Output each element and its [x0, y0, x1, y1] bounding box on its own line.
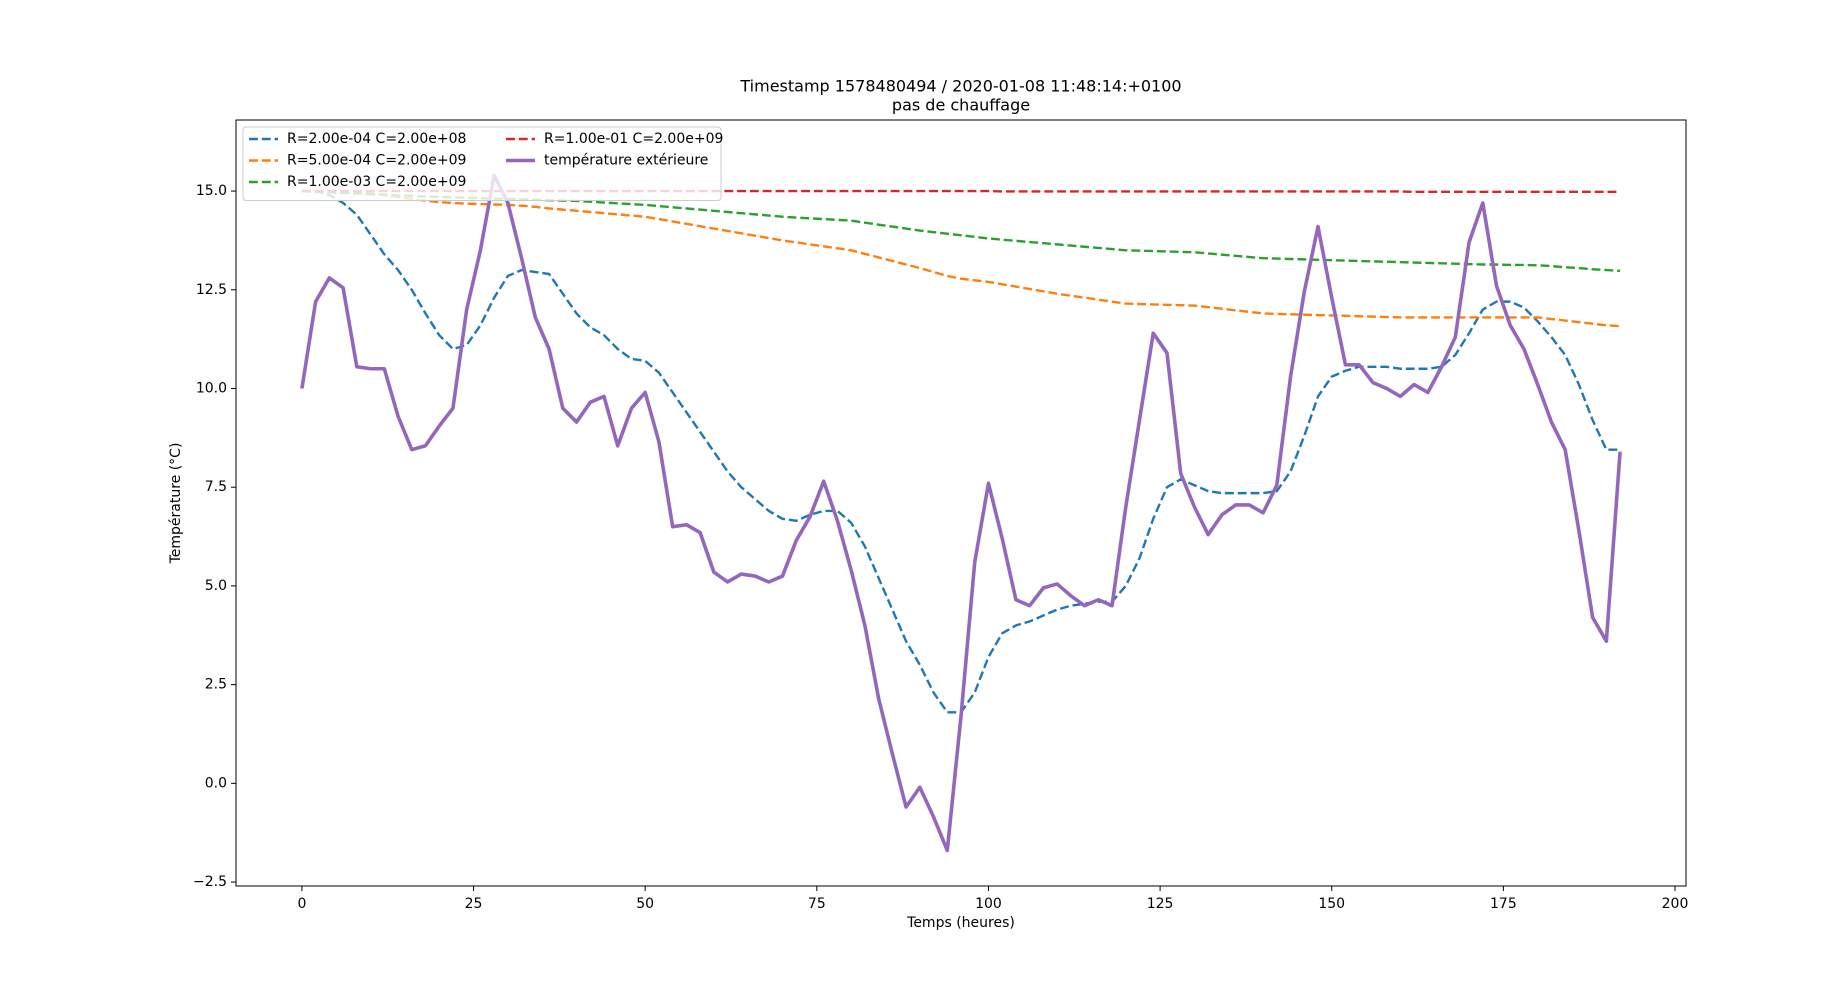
legend-label: R=5.00e-04 C=2.00e+09 [287, 153, 466, 169]
legend-label: température extérieure [544, 153, 708, 169]
x-tick-label: 175 [1490, 896, 1517, 912]
legend-label: R=1.00e-01 C=2.00e+09 [544, 131, 723, 147]
x-tick-label: 125 [1147, 896, 1174, 912]
chart-title: Timestamp 1578480494 / 2020-01-08 11:48:… [739, 77, 1181, 96]
y-tick-label: 0.0 [205, 775, 227, 791]
x-tick-label: 0 [297, 896, 306, 912]
data-line [301, 189, 1621, 273]
x-tick-label: 100 [975, 896, 1002, 912]
legend-label: R=2.00e-04 C=2.00e+08 [287, 131, 466, 147]
y-tick-label: 12.5 [196, 282, 227, 298]
legend-box [242, 126, 722, 201]
y-tick-label: 5.0 [205, 578, 227, 594]
y-tick-label: 2.5 [205, 677, 227, 693]
data-line [301, 189, 1621, 714]
x-tick-label: 25 [465, 896, 483, 912]
data-line [300, 173, 1622, 853]
plot-frame [235, 119, 1687, 887]
legend-label: R=1.00e-03 C=2.00e+09 [287, 174, 466, 190]
x-tick-label: 50 [636, 896, 654, 912]
y-tick-label: −2.5 [193, 874, 227, 890]
y-tick-label: 10.0 [196, 380, 227, 396]
y-axis-label: Température (°C) [168, 443, 184, 565]
y-tick-label: 7.5 [205, 479, 227, 495]
x-tick-label: 75 [808, 896, 826, 912]
x-tick-label: 150 [1318, 896, 1345, 912]
chart-subtitle: pas de chauffage [892, 96, 1030, 115]
x-tick-label: 200 [1662, 896, 1689, 912]
y-tick-label: 15.0 [196, 183, 227, 199]
x-axis-label: Temps (heures) [906, 915, 1015, 931]
data-line [301, 189, 1621, 328]
